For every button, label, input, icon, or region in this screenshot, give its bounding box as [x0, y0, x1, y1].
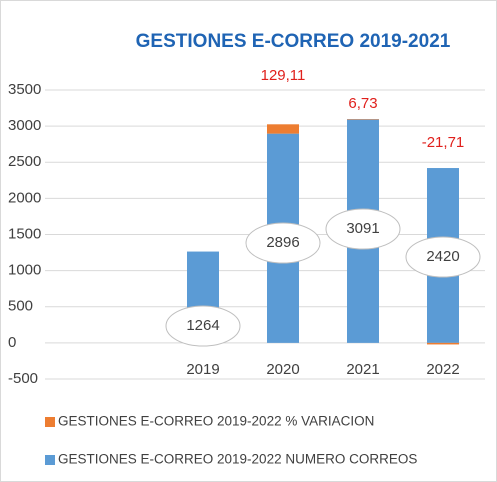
legend-swatch	[45, 455, 55, 465]
y-tick-label: 3000	[8, 117, 41, 134]
x-tick-label: 2020	[266, 361, 299, 378]
y-tick-label: -500	[8, 370, 38, 387]
data-label: 2896	[266, 234, 299, 251]
data-label-bubble	[405, 236, 481, 278]
data-label: 3091	[346, 220, 379, 237]
data-label: -21,71	[422, 134, 465, 151]
bar-segment	[427, 342, 459, 345]
bar-segment	[267, 124, 299, 134]
y-tick-label: 0	[8, 334, 16, 351]
y-tick-label: 3500	[8, 81, 41, 98]
data-label: 129,11	[261, 67, 306, 84]
legend-swatch	[45, 417, 55, 427]
data-label: 6,73	[348, 95, 377, 112]
data-label: 2420	[426, 248, 459, 265]
chart-title: GESTIONES E-CORREO 2019-2021	[136, 31, 451, 52]
data-label-bubble	[325, 208, 401, 250]
data-label-bubble	[165, 305, 241, 347]
x-tick-label: 2019	[186, 361, 219, 378]
y-tick-label: 500	[8, 298, 33, 315]
x-tick-label: 2021	[346, 361, 379, 378]
legend-label: GESTIONES E-CORREO 2019-2022 NUMERO CORR…	[58, 452, 417, 467]
legend-label: GESTIONES E-CORREO 2019-2022 % VARIACION	[58, 414, 374, 429]
y-tick-label: 1000	[8, 262, 41, 279]
y-tick-label: 2500	[8, 153, 41, 170]
data-label-bubble	[245, 222, 321, 264]
data-label: 1264	[186, 317, 219, 334]
y-tick-label: 2000	[8, 189, 41, 206]
x-tick-label: 2022	[426, 361, 459, 378]
y-tick-label: 1500	[8, 225, 41, 242]
